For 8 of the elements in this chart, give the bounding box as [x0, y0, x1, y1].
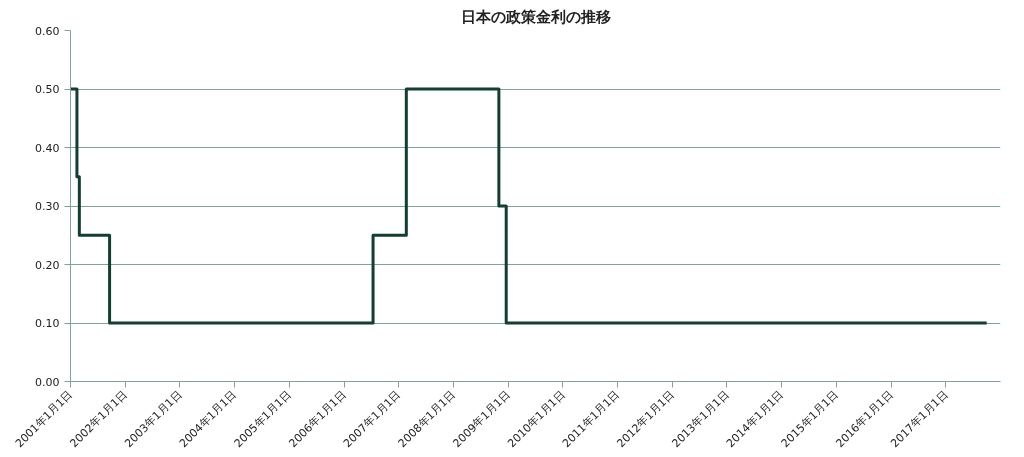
- y-tick-label: 0.00: [35, 375, 60, 389]
- y-tick-label: 0.50: [35, 83, 60, 96]
- chart-title: 日本の政策金利の推移: [460, 7, 611, 26]
- y-tick-label: 0.30: [35, 200, 60, 213]
- y-tick-label: 0.20: [35, 258, 60, 272]
- y-tick-label: 0.60: [35, 24, 60, 38]
- y-tick-label: 0.40: [35, 141, 60, 155]
- y-tick-label: 0.10: [35, 317, 60, 330]
